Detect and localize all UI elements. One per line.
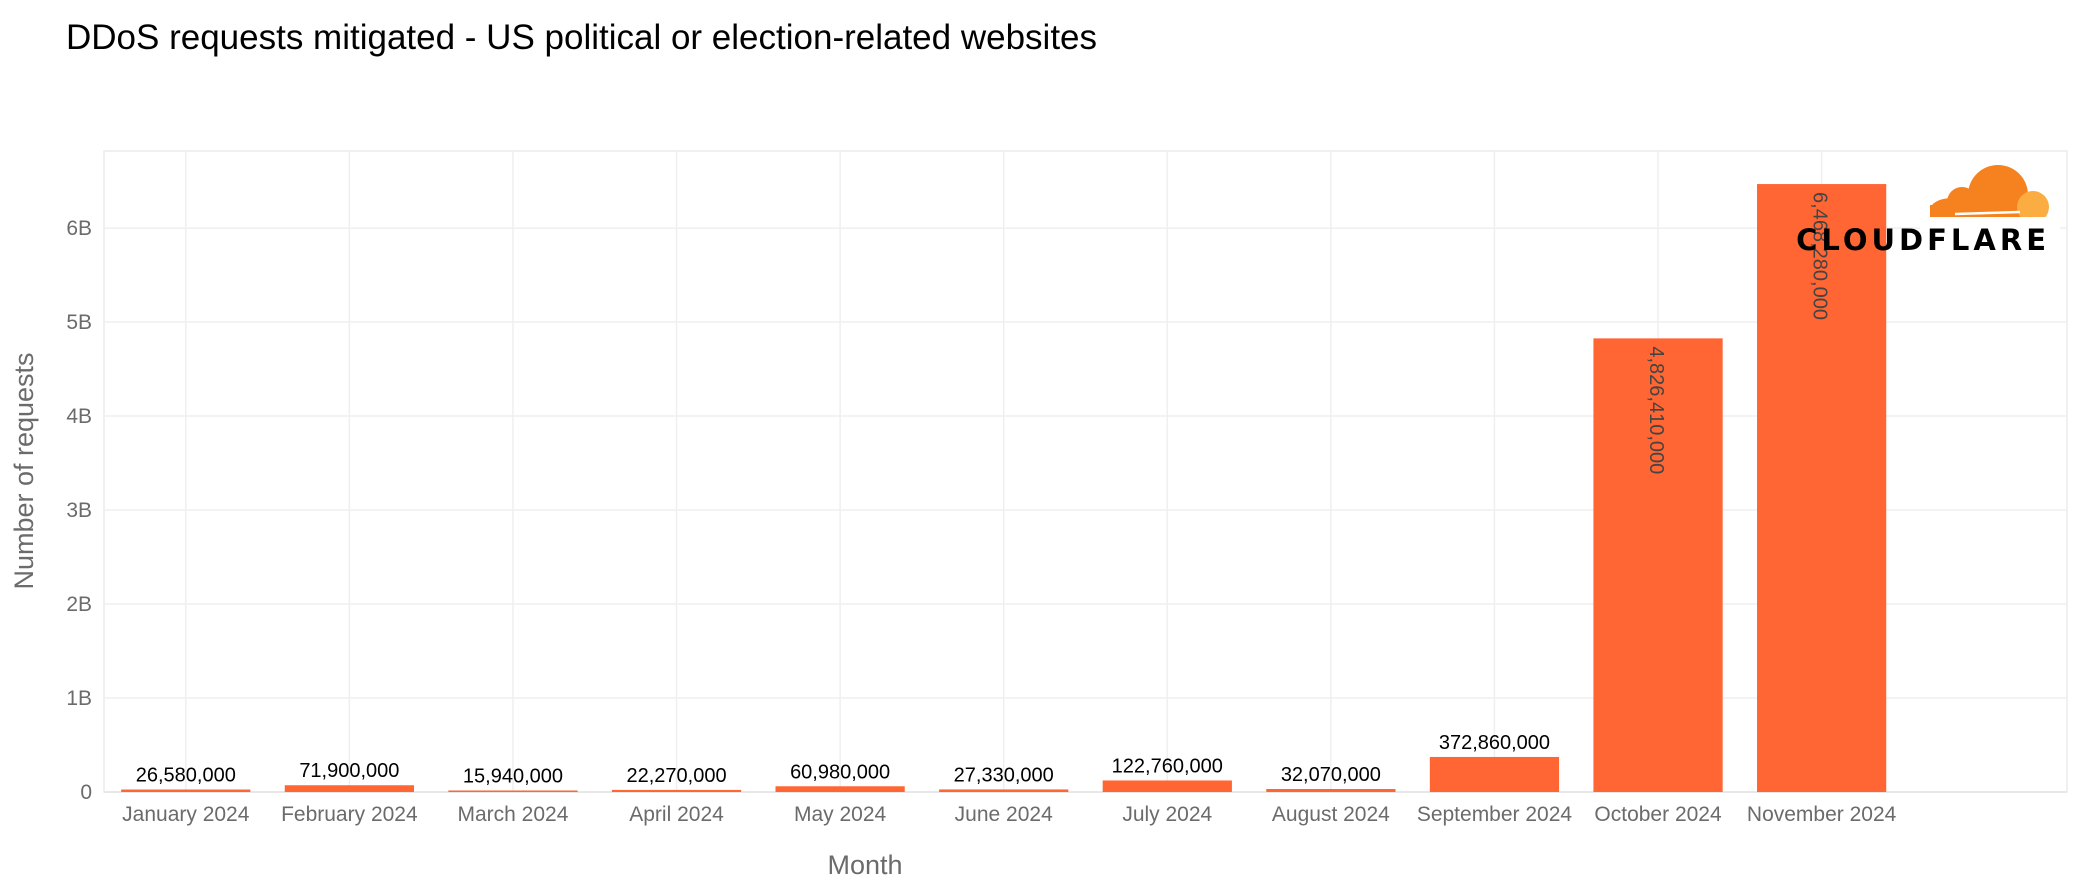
bar	[448, 790, 578, 793]
x-tick-label: September 2024	[1417, 803, 1573, 826]
y-axis-label: Number of requests	[9, 352, 39, 589]
y-tick-label: 1B	[66, 687, 92, 710]
x-tick-label: May 2024	[794, 803, 887, 826]
data-label: 372,860,000	[1439, 732, 1550, 754]
data-label: 22,270,000	[626, 765, 726, 787]
bar	[1102, 780, 1232, 792]
y-tick-label: 4B	[66, 405, 92, 428]
data-label: 71,900,000	[299, 760, 399, 782]
bar	[939, 789, 1069, 792]
data-label: 32,070,000	[1281, 764, 1381, 786]
y-tick-label: 5B	[66, 311, 92, 334]
data-label: 4,826,410,000	[1645, 346, 1667, 474]
data-label: 122,760,000	[1112, 755, 1223, 777]
bar	[775, 786, 905, 792]
plot-area	[103, 150, 2068, 793]
x-tick-label: March 2024	[458, 803, 569, 826]
x-tick-label: January 2024	[122, 803, 250, 826]
y-tick-label: 6B	[66, 217, 92, 240]
x-tick-label: August 2024	[1272, 803, 1390, 826]
x-tick-label: November 2024	[1747, 803, 1897, 826]
y-tick-label: 3B	[66, 499, 92, 522]
data-label: 26,580,000	[136, 765, 236, 787]
bar	[1266, 788, 1396, 792]
data-label: 27,330,000	[954, 764, 1054, 786]
y-tick-label: 2B	[66, 593, 92, 616]
data-label: 15,940,000	[463, 766, 563, 788]
x-tick-label: April 2024	[629, 803, 724, 826]
x-tick-label: July 2024	[1122, 803, 1212, 826]
y-ticks: 0 1B 2B 3B 4B 5B 6B	[66, 217, 92, 804]
cloud-icon	[1920, 165, 2060, 229]
x-axis-label: Month	[827, 850, 902, 880]
x-tick-label: February 2024	[281, 803, 418, 826]
x-tick-label: October 2024	[1594, 803, 1722, 826]
bar	[121, 789, 251, 792]
logo-text: CLOUDFLARE	[1796, 223, 2050, 257]
bars	[121, 184, 1887, 793]
data-labels: 26,580,000 71,900,000 15,940,000 22,270,000…	[136, 192, 1831, 787]
data-label: 60,980,000	[790, 761, 890, 783]
data-label: 6,468,280,000	[1809, 192, 1831, 320]
bar	[284, 785, 414, 792]
cloudflare-logo: CLOUDFLARE	[1796, 165, 2060, 257]
bar	[1429, 756, 1560, 792]
y-tick-label: 0	[80, 781, 92, 804]
bar	[1757, 184, 1887, 792]
x-tick-label: June 2024	[955, 803, 1053, 826]
chart-title: DDoS requests mitigated - US political o…	[66, 18, 1098, 57]
bar	[1593, 338, 1723, 792]
bar	[611, 789, 742, 792]
x-ticks: January 2024 February 2024 March 2024 April…	[122, 803, 1896, 826]
